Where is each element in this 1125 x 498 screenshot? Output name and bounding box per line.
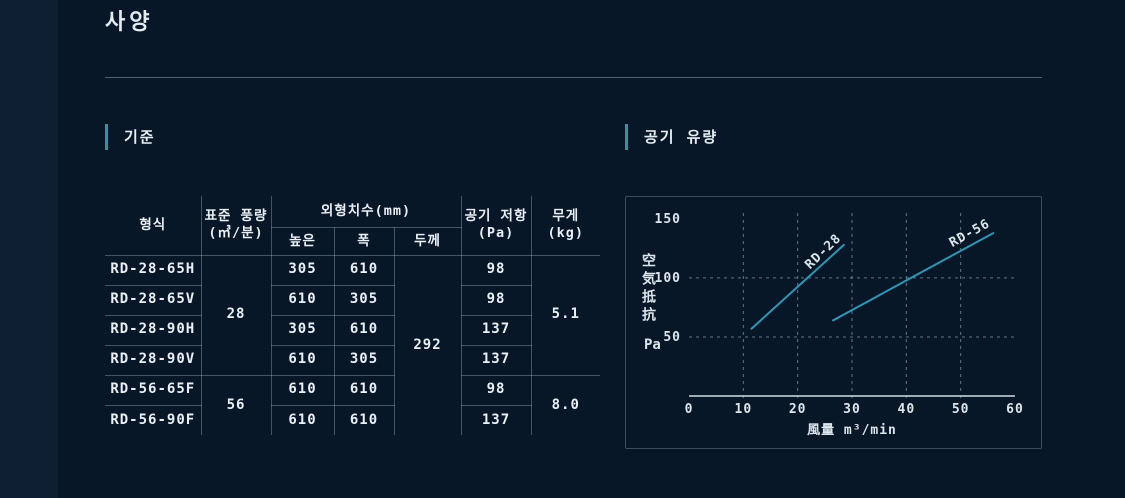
- cell-resistance: 137: [460, 404, 532, 436]
- airflow-chart: 空気抵抗 Pa 0 10 20 30 40 50 60 50 100 150 RD-28 RD-56 風…: [625, 196, 1042, 449]
- spec-table: 형식 표준 풍량 (㎥/분) 외형치수(mm) 공기 저항 (Pa) 무게 (k…: [104, 195, 601, 436]
- svg-text:0: 0: [685, 402, 694, 417]
- table-header-row-1: 형식 표준 풍량 (㎥/분) 외형치수(mm) 공기 저항 (Pa) 무게 (k…: [104, 195, 601, 256]
- table-header-row-2: 높은 폭 두께: [105, 226, 600, 256]
- cell-width: 305: [333, 344, 395, 376]
- cell-depth-all: 292: [393, 254, 462, 436]
- page-title: 사양: [105, 10, 154, 35]
- cell-width: 610: [333, 374, 395, 406]
- section-airflow: 공기 유량: [625, 123, 718, 150]
- svg-text:50: 50: [663, 330, 681, 345]
- cell-height: 305: [270, 314, 335, 346]
- cell-model: RD-28-65H: [104, 254, 202, 286]
- title-divider: [105, 77, 1042, 78]
- cell-height: 610: [270, 284, 335, 316]
- cell-height: 610: [270, 344, 335, 376]
- series-label-rd-28: RD-28: [802, 231, 844, 272]
- cell-height: 610: [270, 404, 335, 436]
- cell-model: RD-28-65V: [104, 284, 202, 316]
- svg-text:50: 50: [952, 402, 970, 417]
- header-height: 높은: [270, 226, 335, 256]
- cell-height: 610: [270, 374, 335, 406]
- standard-accent-bar: [105, 123, 108, 150]
- table-row: RD-28-65H 28 305 610 292 98 5.1: [104, 254, 601, 436]
- cell-airflow-56: 56: [200, 374, 272, 436]
- svg-text:10: 10: [735, 402, 753, 417]
- standard-section-label: 기준: [124, 128, 156, 146]
- cell-resistance: 98: [460, 254, 532, 286]
- cell-weight-56: 8.0: [530, 374, 601, 436]
- cell-width: 610: [333, 314, 395, 346]
- cell-width: 610: [333, 254, 395, 286]
- header-weight-line1: 무게: [552, 208, 580, 225]
- svg-text:60: 60: [1006, 402, 1024, 417]
- table-row: RD-56-65F 56 610 610 98 8.0: [104, 374, 601, 436]
- table-row: RD-28-90H 305 610 137: [104, 314, 600, 346]
- chart-y-axis-label: 空気抵抗: [640, 253, 656, 325]
- svg-text:風量 m³/min: 風量 m³/min: [807, 423, 897, 438]
- table-row: RD-28-90V 610 305 137: [104, 344, 600, 376]
- left-edge-strip: [0, 0, 58, 498]
- table-row: RD-56-90F 610 610 137: [104, 404, 600, 436]
- header-airflow: 표준 풍량 (㎥/분): [200, 195, 272, 256]
- cell-model: RD-28-90H: [104, 314, 202, 346]
- cell-model: RD-28-90V: [104, 344, 202, 376]
- cell-weight-28: 5.1: [530, 254, 601, 376]
- svg-text:30: 30: [843, 402, 861, 417]
- header-airflow-line2: (㎥/분): [208, 225, 264, 242]
- cell-airflow-28: 28: [200, 254, 272, 376]
- svg-text:100: 100: [655, 271, 681, 286]
- svg-text:40: 40: [898, 402, 916, 417]
- spec-table-container: 형식 표준 풍량 (㎥/분) 외형치수(mm) 공기 저항 (Pa) 무게 (k…: [104, 195, 601, 436]
- cell-height: 305: [270, 254, 335, 286]
- header-depth: 두께: [393, 226, 462, 256]
- cell-width: 305: [333, 284, 395, 316]
- cell-resistance: 98: [460, 374, 532, 406]
- cell-resistance: 98: [460, 284, 532, 316]
- svg-text:150: 150: [655, 212, 681, 227]
- chart-y-axis-unit: Pa: [644, 337, 661, 353]
- svg-text:20: 20: [789, 402, 807, 417]
- cell-model: RD-56-90F: [104, 404, 202, 436]
- header-resistance-line1: 공기 저항: [464, 208, 528, 225]
- header-resistance: 공기 저항 (Pa): [460, 195, 532, 256]
- header-weight-line2: (kg): [547, 225, 584, 242]
- cell-width: 610: [333, 404, 395, 436]
- airflow-section-label: 공기 유량: [644, 128, 719, 146]
- header-resistance-line2: (Pa): [477, 225, 515, 242]
- table-row: RD-28-65V 610 305 98: [104, 284, 600, 316]
- header-width: 폭: [333, 226, 395, 256]
- section-standard: 기준: [105, 123, 156, 150]
- header-model: 형식: [104, 195, 202, 256]
- header-weight: 무게 (kg): [530, 195, 601, 256]
- header-airflow-line1: 표준 풍량: [204, 208, 268, 225]
- header-dimensions: 외형치수(mm): [270, 195, 462, 228]
- airflow-accent-bar: [625, 123, 628, 150]
- cell-resistance: 137: [460, 314, 532, 346]
- cell-resistance: 137: [460, 344, 532, 376]
- cell-model: RD-56-65F: [104, 374, 202, 406]
